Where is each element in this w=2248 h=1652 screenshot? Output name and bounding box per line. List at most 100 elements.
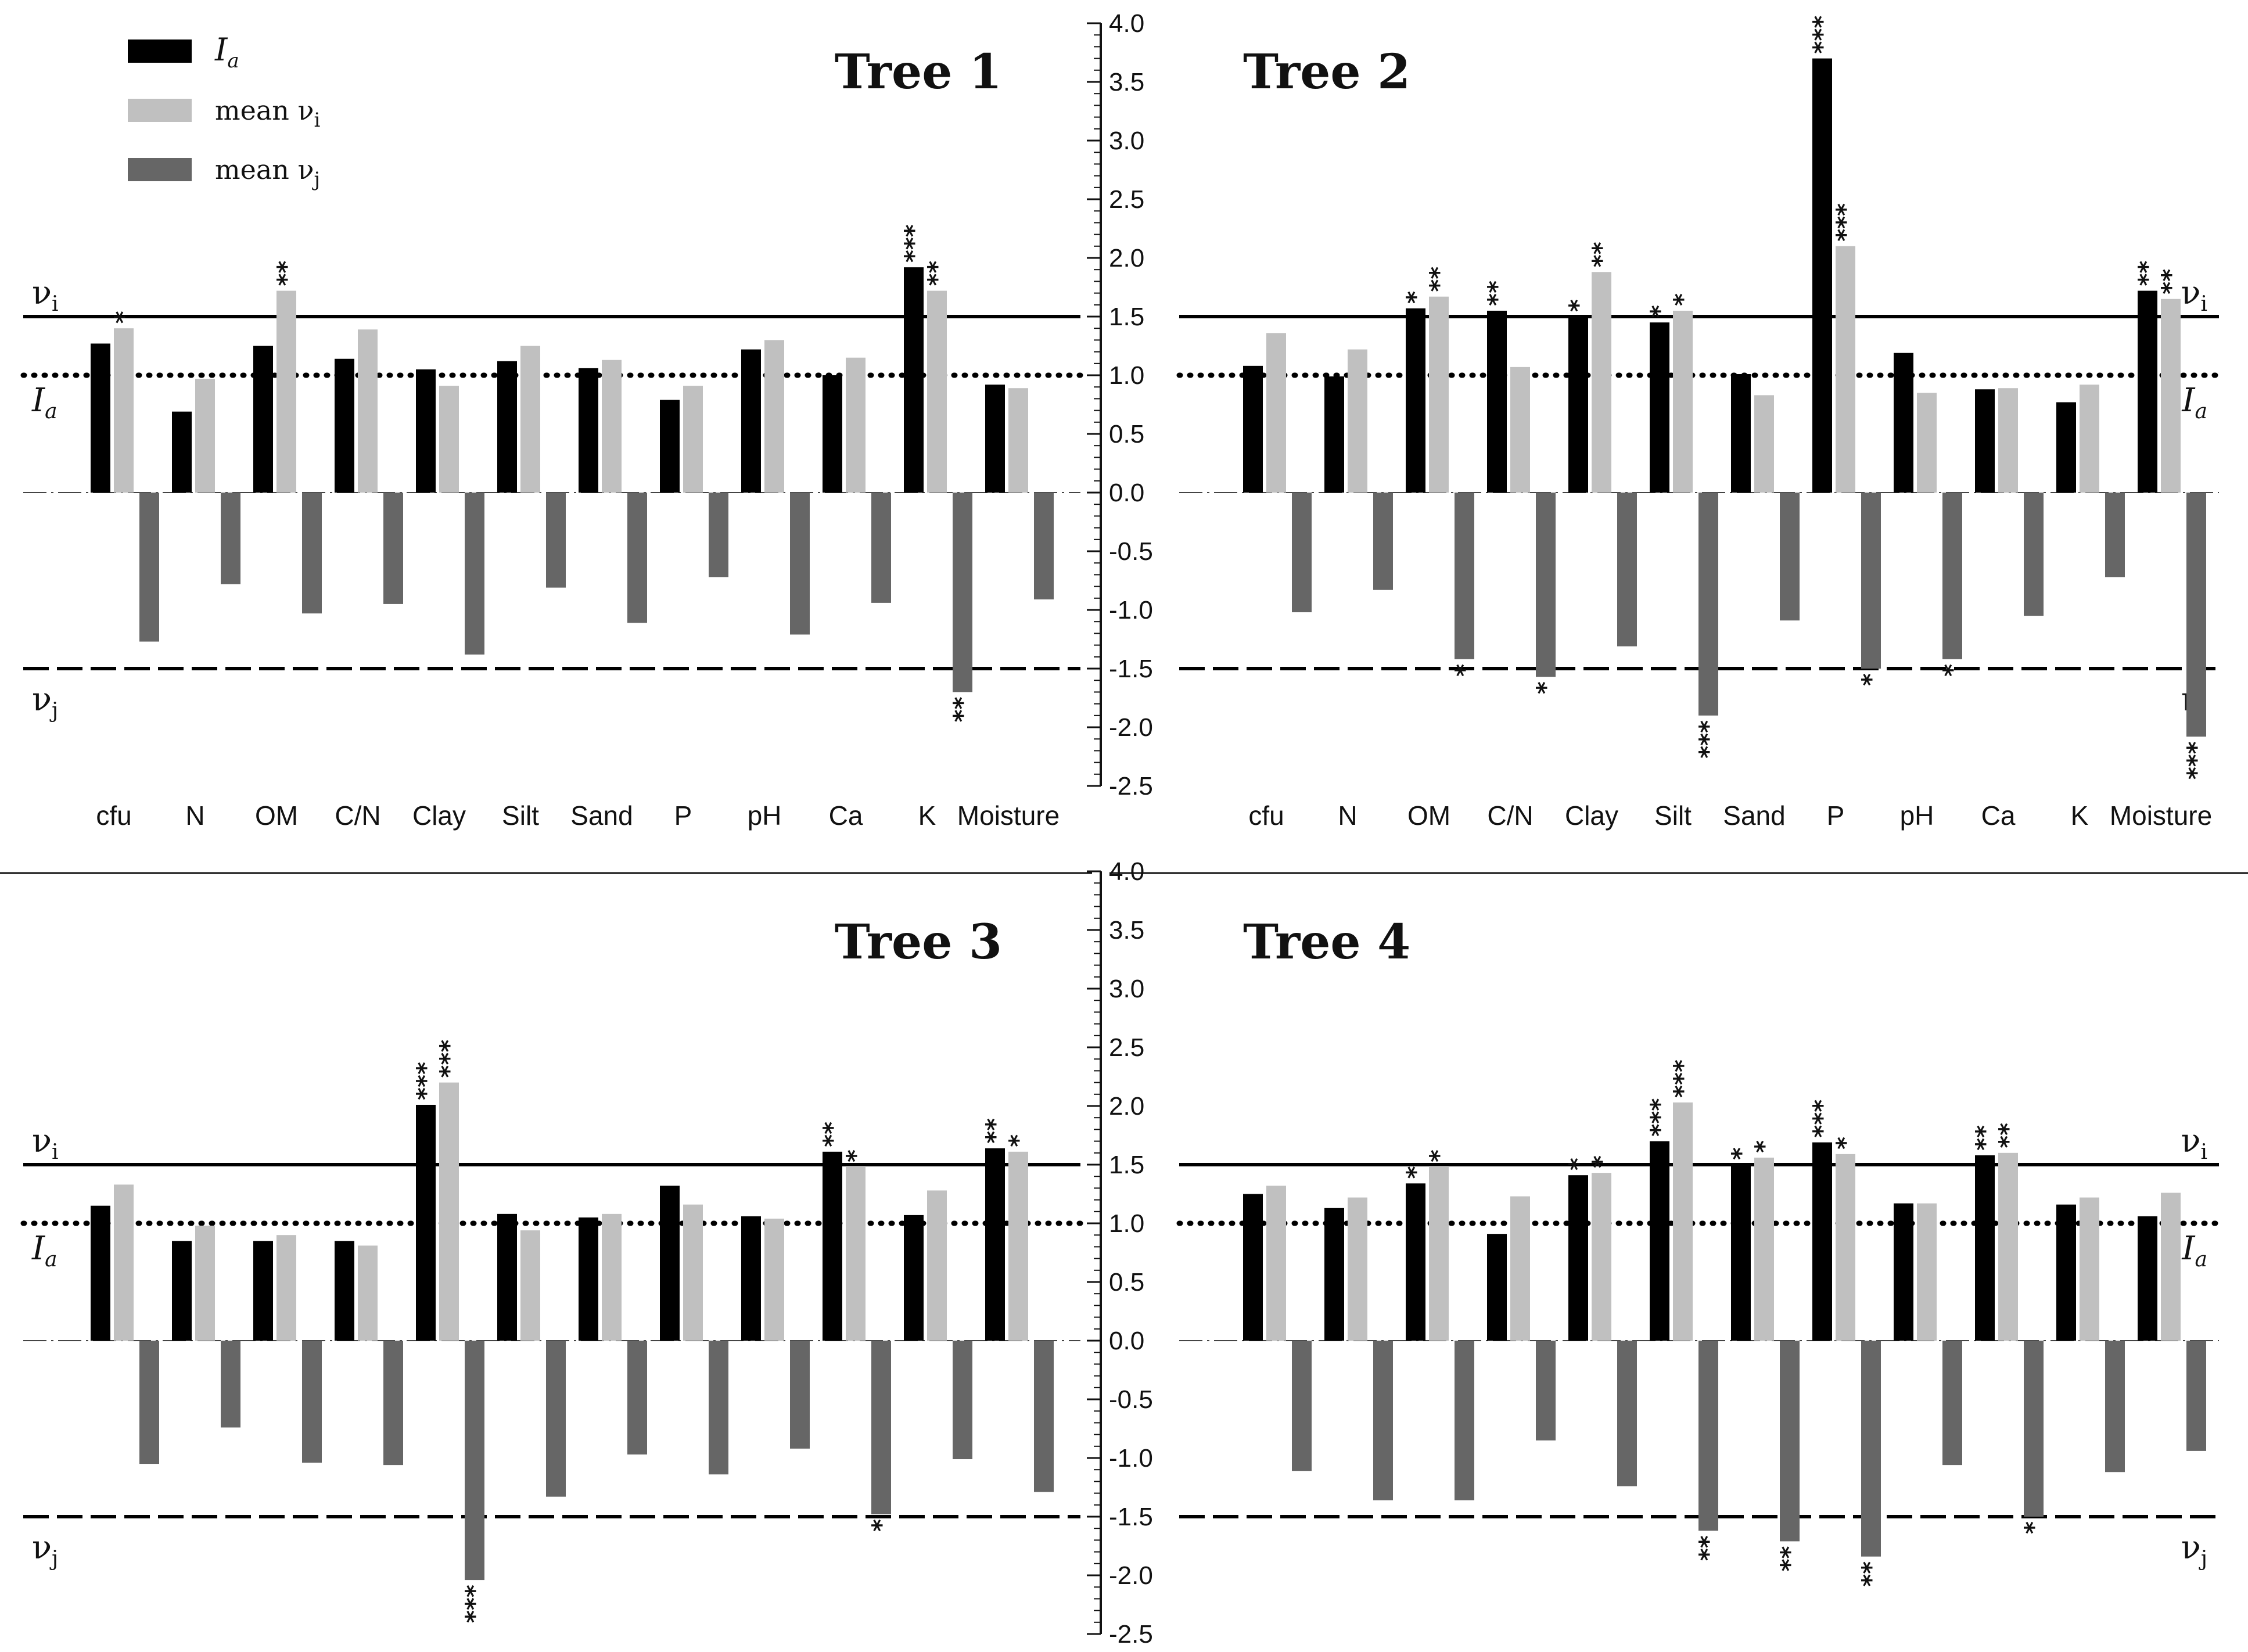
bar-vj-clay (1617, 1341, 1637, 1486)
bar-ia-k (904, 1215, 924, 1341)
bar-vi-moisture (2161, 299, 2181, 493)
bar-vi-p (1836, 1154, 1855, 1341)
bar-ia-cn (1487, 310, 1507, 493)
legend-label-sub: i (314, 109, 320, 132)
bar-vi-p (1836, 246, 1855, 493)
bar-vj-p (1861, 493, 1881, 669)
bar-vj-n (1373, 493, 1393, 590)
bar-vj-sand (627, 1341, 647, 1455)
bar-vi-om (276, 1235, 296, 1341)
bar-ia-silt (1650, 1141, 1669, 1341)
bar-vj-n (1373, 1341, 1393, 1500)
y-tick-label: -2.0 (1109, 1561, 1153, 1590)
bar-ia-k (904, 267, 924, 493)
bar-ia-clay (416, 369, 436, 493)
bar-vi-k (927, 1190, 947, 1341)
significance-mark: *** (1645, 1098, 1674, 1137)
vi-label: νi (2181, 1122, 2207, 1164)
bar-ia-ph (741, 349, 761, 493)
y-tick-label: -1.5 (1109, 1503, 1153, 1531)
bar-ia-ph (1894, 353, 1913, 493)
legend-label-sub: j (311, 168, 320, 191)
category-label: Ca (1981, 800, 2016, 831)
bar-vi-om (1429, 1167, 1449, 1341)
ia-label-sub: a (2195, 1248, 2207, 1272)
bar-vi-k (2080, 1197, 2099, 1341)
bar-vi-n (1348, 349, 1367, 493)
vi-label-sub: i (2200, 292, 2207, 316)
vj-label: νj (2181, 1529, 2207, 1571)
legend-swatch-ia (128, 39, 192, 63)
legend-label-ia: Ia (214, 31, 239, 73)
panel-title: Tree 1 (835, 44, 1002, 100)
significance-mark: *** (1694, 720, 1722, 759)
bar-vj-cfu (139, 493, 159, 642)
bar-vi-n (195, 1226, 215, 1341)
category-label: cfu (1248, 800, 1284, 831)
bar-vj-k (953, 1341, 972, 1460)
legend-label-main: mean ν (215, 95, 314, 126)
bar-vj-silt (546, 1341, 566, 1497)
significance-mark: * (1401, 291, 1430, 304)
bar-ia-k (2056, 402, 2076, 493)
significance-mark: *** (899, 224, 928, 263)
bar-vj-p (1861, 1341, 1881, 1557)
category-label: Sand (570, 800, 633, 831)
significance-mark: ** (1482, 281, 1511, 306)
bar-vi-ph (1917, 393, 1937, 493)
bar-vi-ph (1917, 1203, 1937, 1341)
bar-vi-cn (358, 1245, 378, 1341)
y-tick-label: 3.5 (1109, 68, 1144, 96)
bar-ia-om (253, 1241, 273, 1341)
y-tick-label: 1.5 (1109, 303, 1144, 331)
bar-vj-k (953, 493, 972, 692)
category-label: C/N (1487, 800, 1533, 831)
bar-vi-sand (602, 1213, 622, 1341)
y-tick-label: 2.5 (1109, 1033, 1144, 1062)
significance-mark: *** (460, 1585, 489, 1623)
y-tick-label: -2.5 (1109, 772, 1153, 800)
significance-mark: * (109, 311, 138, 324)
bar-vj-clay (465, 493, 484, 655)
category-label: cfu (96, 800, 131, 831)
y-tick-label: -1.0 (1109, 1444, 1153, 1473)
bar-vi-cfu (114, 328, 134, 493)
legend-label-main: mean ν (215, 154, 314, 185)
bar-vj-ca (871, 493, 891, 603)
y-tick-label: 2.5 (1109, 185, 1144, 214)
category-label: K (2071, 800, 2089, 831)
significance-mark: * (867, 1519, 895, 1532)
bar-vj-ca (2024, 493, 2044, 616)
y-axis-1: 4.0 3.5 3.0 2.5 2.0 1.5 1.0 0.5 0.0 -0.5 -1.0 -1.5 -… (1087, 9, 1153, 800)
bar-vi-n (195, 379, 215, 493)
bar-vi-sand (602, 360, 622, 493)
bar-ia-cfu (91, 1205, 110, 1341)
bar-vi-silt (1673, 310, 1693, 493)
bar-vi-cfu (1266, 333, 1286, 493)
vj-label-main: ν (32, 1529, 52, 1567)
bar-ia-cn (335, 358, 354, 493)
bar-vi-ph (764, 1218, 784, 1341)
significance-mark: ** (818, 1122, 846, 1147)
bar-vi-cn (1510, 367, 1530, 493)
bar-ia-n (172, 1241, 192, 1341)
bar-vj-ph (790, 493, 810, 635)
category-label: Ca (829, 800, 863, 831)
bar-vi-moisture (1008, 388, 1028, 493)
significance-mark: *** (1668, 1060, 1697, 1098)
bar-vj-ca (2024, 1341, 2044, 1517)
bar-vi-cfu (1266, 1186, 1286, 1341)
bar-ia-sand (1731, 374, 1751, 493)
y-axis-2: 4.0 3.5 3.0 2.5 2.0 1.5 1.0 0.5 0.0 -0.5 -1.0 -1.5 -… (1087, 857, 1153, 1649)
vi-label: νi (32, 1122, 59, 1164)
significance-mark: * (1726, 1147, 1755, 1160)
bar-ia-p (660, 400, 680, 493)
bar-vj-cfu (139, 1341, 159, 1464)
bar-vi-ca (846, 1167, 866, 1341)
category-label: pH (748, 800, 782, 831)
ia-label: Ia (31, 382, 58, 423)
vi-label: νi (32, 274, 59, 316)
